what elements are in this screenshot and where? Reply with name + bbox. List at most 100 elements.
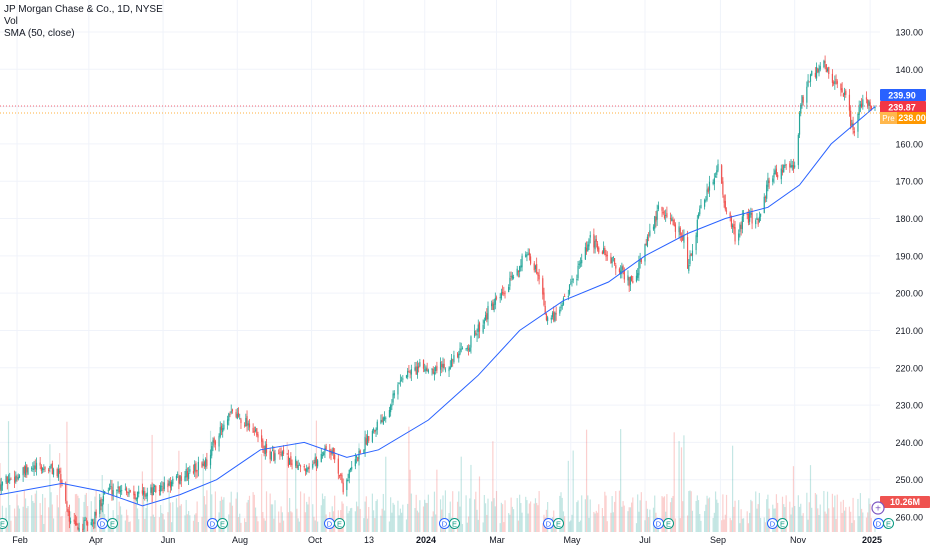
volume-bar [637, 494, 639, 532]
volume-bar [290, 511, 292, 532]
candle-body [527, 253, 529, 255]
dividend-marker[interactable]: D [439, 518, 450, 529]
volume-bar [214, 491, 216, 532]
candle-body [35, 462, 38, 470]
volume-bar [170, 522, 173, 532]
volume-bar [587, 495, 589, 532]
volume-bar [107, 503, 109, 532]
candle-body [194, 464, 196, 472]
candle-body [77, 527, 79, 530]
volume-bar [521, 512, 523, 532]
volume-bar [153, 517, 156, 532]
earnings-marker[interactable]: E [883, 518, 894, 529]
add-event-button[interactable]: + [871, 501, 885, 515]
volume-bar [91, 523, 94, 532]
candle-body [538, 274, 540, 280]
candle-body [867, 99, 869, 106]
candle-body [808, 81, 810, 83]
candle-body [598, 247, 600, 253]
candle-body [482, 324, 484, 333]
dividend-marker[interactable]: D [873, 518, 884, 529]
candle-body [85, 521, 87, 523]
candle-body [146, 492, 148, 497]
volume-bar [162, 514, 164, 532]
dividend-marker[interactable]: D [207, 518, 218, 529]
candle-body [443, 363, 445, 368]
last-price-label-box [880, 89, 926, 101]
volume-bar [538, 491, 540, 532]
earnings-marker[interactable]: E [107, 518, 118, 529]
earnings-marker[interactable]: E [663, 518, 674, 529]
dividend-marker[interactable]: D [653, 518, 664, 529]
earnings-marker-letter: E [0, 520, 5, 529]
candle-body [99, 500, 101, 514]
volume-bar [10, 520, 12, 532]
volume-bar [755, 491, 757, 532]
volume-bar [741, 518, 743, 532]
volume-bar [671, 497, 673, 532]
volume-bar [359, 508, 361, 532]
candle-body [315, 456, 317, 466]
candle-body [729, 212, 731, 218]
candle-body [509, 277, 511, 287]
volume-bar [502, 504, 504, 532]
candle-body [495, 297, 498, 299]
volume-bar [695, 500, 697, 532]
volume-bar [511, 506, 513, 532]
volume-bar [699, 514, 701, 532]
sma-indicator-label[interactable]: SMA (50, close) [4, 28, 75, 39]
candle-body [60, 474, 62, 483]
price-axis-bg [880, 0, 932, 532]
earnings-marker[interactable]: E [334, 518, 345, 529]
earnings-marker[interactable]: E [0, 518, 8, 529]
candle-body [392, 393, 394, 403]
volume-indicator-label[interactable]: Vol [4, 16, 18, 27]
volume-bar [850, 511, 852, 532]
volume-bar [802, 513, 804, 532]
volume-bar [248, 495, 251, 532]
volume-bar [696, 495, 698, 532]
candle-body [214, 441, 216, 445]
volume-bar [605, 495, 607, 532]
dividend-marker[interactable]: D [324, 518, 335, 529]
candle-body [511, 275, 513, 279]
candle-body [321, 455, 324, 456]
candle-body [763, 196, 765, 214]
candle-body [237, 412, 240, 417]
volume-bar [6, 521, 8, 532]
candle-body [579, 262, 582, 264]
volume-bar [256, 516, 258, 532]
earnings-marker[interactable]: E [553, 518, 564, 529]
volume-bar [366, 518, 369, 532]
earnings-marker[interactable]: E [217, 518, 228, 529]
candle-body [244, 424, 246, 426]
symbol-title[interactable]: JP Morgan Chase & Co., 1D, NYSE [4, 4, 163, 15]
candle-body [862, 99, 864, 107]
volume-bar [125, 509, 128, 532]
volume-bar [640, 492, 642, 532]
candle-body [722, 181, 724, 195]
earnings-marker[interactable]: E [777, 518, 788, 529]
candle-body [303, 466, 305, 468]
volume-bar [121, 514, 123, 532]
volume-bar [704, 511, 706, 532]
candle-body [6, 476, 8, 484]
candle-body [802, 96, 804, 103]
dividend-marker[interactable]: D [97, 518, 108, 529]
candle-body [738, 233, 740, 241]
candle-body [584, 247, 586, 260]
volume-bar [0, 463, 1, 532]
candle-body [662, 211, 664, 214]
dividend-marker[interactable]: D [543, 518, 554, 529]
candle-body [425, 367, 427, 372]
dividend-marker-letter: D [770, 520, 776, 529]
earnings-marker-circle [663, 518, 674, 529]
volume-bar [571, 514, 573, 532]
dividend-marker[interactable]: D [767, 518, 778, 529]
earnings-marker[interactable]: E [449, 518, 460, 529]
volume-bar [415, 494, 417, 532]
earnings-marker-letter: E [666, 520, 671, 529]
candle-body [588, 239, 590, 247]
